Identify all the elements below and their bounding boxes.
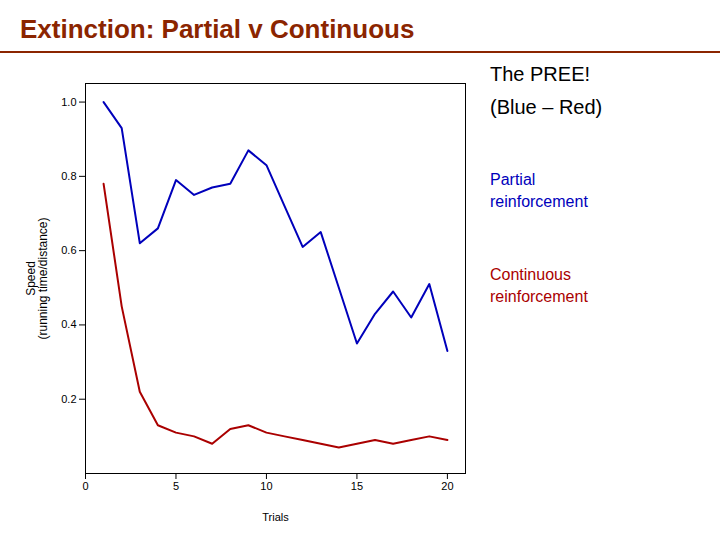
html-text:Continuous reinforcement: Continuous reinforcement <box>490 265 588 306</box>
html-text:(Blue – Red): (Blue – Red) <box>490 96 603 118</box>
svg-text:1.0: 1.0 <box>61 96 76 108</box>
html-text:Extinction: Partial v Continuo: Extinction: Partial v Continuous <box>20 14 415 44</box>
svg-text:Trials: Trials <box>262 511 289 523</box>
svg-text:0.4: 0.4 <box>61 318 76 330</box>
html-text:Partial reinforcement: Partial reinforcement <box>490 171 588 211</box>
svg-text:15: 15 <box>351 480 363 492</box>
svg-text:Speed(running time/distance): Speed(running time/distance) <box>24 217 50 339</box>
svg-text:5: 5 <box>173 480 179 492</box>
html-text:The PREE!: The PREE! <box>490 63 590 85</box>
svg-text:20: 20 <box>441 480 453 492</box>
svg-text:0.8: 0.8 <box>61 170 76 182</box>
svg-text:0.6: 0.6 <box>61 244 76 256</box>
svg-text:0.2: 0.2 <box>61 393 76 405</box>
svg-text:0: 0 <box>82 480 88 492</box>
svg-text:10: 10 <box>260 480 272 492</box>
